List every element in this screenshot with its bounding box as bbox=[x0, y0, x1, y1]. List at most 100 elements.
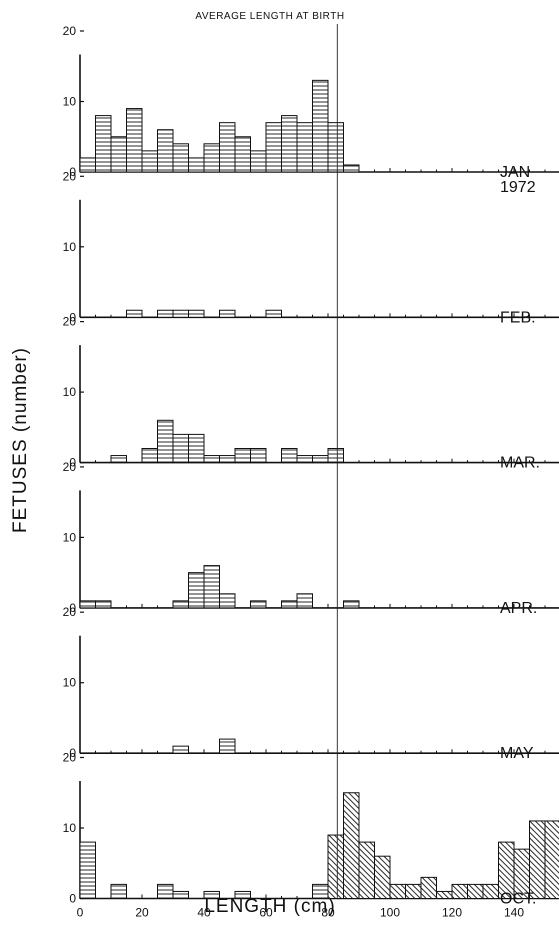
histogram-bar bbox=[327, 448, 344, 464]
x-tick-label: 0 bbox=[77, 906, 84, 920]
x-tick-label: 20 bbox=[135, 906, 149, 920]
histogram-bar bbox=[312, 455, 329, 464]
panel-may: 0 10 20 MAY bbox=[63, 605, 559, 762]
histogram-bar bbox=[467, 883, 484, 900]
histogram-bar bbox=[157, 129, 174, 173]
y-tick-label: 0 bbox=[69, 165, 76, 179]
histogram-bar bbox=[343, 164, 360, 173]
y-tick-label: 10 bbox=[63, 385, 77, 399]
y-tick-label: 0 bbox=[69, 746, 76, 760]
histogram-bar bbox=[219, 455, 236, 464]
histogram-bar bbox=[312, 79, 329, 173]
month-label: OCT. bbox=[500, 891, 536, 908]
histogram-bar bbox=[544, 820, 559, 900]
histogram-bar bbox=[358, 841, 375, 899]
histogram-bar bbox=[157, 883, 174, 900]
histogram-bar bbox=[95, 115, 112, 173]
histogram-bar bbox=[219, 593, 236, 609]
month-label: MAY bbox=[500, 745, 534, 762]
histogram-bar bbox=[389, 883, 406, 900]
histogram-bar bbox=[234, 890, 251, 900]
panel-feb: 0 10 20 FEB. bbox=[63, 169, 559, 326]
histogram-bar bbox=[172, 890, 189, 900]
y-tick-label: 10 bbox=[63, 676, 77, 690]
chart-title: AVERAGE LENGTH AT BIRTH bbox=[195, 11, 344, 22]
histogram-bar bbox=[265, 309, 282, 318]
histogram-bar bbox=[79, 600, 96, 609]
x-axis-title: LENGTH (cm) bbox=[204, 896, 335, 917]
histogram-bar bbox=[281, 600, 298, 609]
histogram-bar bbox=[203, 143, 220, 173]
histogram-bar bbox=[126, 108, 143, 173]
y-tick-label: 20 bbox=[63, 460, 77, 474]
histogram-bar bbox=[327, 834, 344, 899]
histogram-bar bbox=[234, 136, 251, 173]
y-tick-label: 0 bbox=[69, 601, 76, 615]
y-tick-label: 10 bbox=[63, 530, 77, 544]
histogram-bar bbox=[172, 745, 189, 754]
histogram-bar bbox=[188, 157, 205, 173]
y-tick-label: 20 bbox=[63, 24, 77, 38]
histogram-bar bbox=[250, 600, 267, 609]
histogram-bar bbox=[374, 855, 391, 900]
y-tick-label: 10 bbox=[63, 240, 77, 254]
panel-apr: 0 10 20 APR. bbox=[63, 460, 559, 617]
histogram-bar bbox=[327, 122, 344, 173]
y-tick-label: 10 bbox=[63, 95, 77, 109]
histogram-bar bbox=[250, 448, 267, 464]
histogram-bar bbox=[172, 143, 189, 173]
histogram-bar bbox=[296, 593, 313, 609]
histogram-bar bbox=[188, 309, 205, 318]
histogram-bar bbox=[110, 883, 127, 900]
y-tick-label: 20 bbox=[63, 605, 77, 619]
month-label: JAN bbox=[500, 164, 530, 181]
histogram-bar bbox=[110, 136, 127, 173]
histogram-bar bbox=[219, 738, 236, 754]
histogram-bar bbox=[343, 600, 360, 609]
histogram-bar bbox=[482, 883, 499, 900]
panel-oct: 0 10 20 OCT. bbox=[63, 751, 559, 908]
histogram-bar bbox=[172, 433, 189, 464]
y-tick-label: 0 bbox=[69, 310, 76, 324]
year-label: 1972 bbox=[500, 179, 536, 196]
histogram-bar bbox=[141, 150, 158, 173]
histogram-bar bbox=[250, 150, 267, 173]
x-axis-tick-labels: 020406080100120140160 bbox=[77, 906, 525, 920]
histogram-bar bbox=[203, 890, 220, 900]
month-label: FEB. bbox=[500, 309, 536, 326]
histogram-bar bbox=[234, 448, 251, 464]
y-tick-label: 20 bbox=[63, 169, 77, 183]
histogram-bar bbox=[157, 309, 174, 318]
x-tick-label: 140 bbox=[504, 906, 524, 920]
histogram-bar bbox=[188, 433, 205, 464]
histogram-bar bbox=[436, 890, 453, 900]
histogram-bar bbox=[219, 309, 236, 318]
y-tick-label: 0 bbox=[69, 456, 76, 470]
histogram-bar bbox=[203, 565, 220, 609]
histogram-bar bbox=[296, 455, 313, 464]
histogram-bar bbox=[188, 572, 205, 609]
histogram-bar bbox=[296, 122, 313, 173]
histogram-bar bbox=[420, 876, 437, 899]
histogram-bar bbox=[79, 157, 96, 173]
y-tick-label: 20 bbox=[63, 751, 77, 765]
y-tick-label: 20 bbox=[63, 315, 77, 329]
histogram-bar bbox=[172, 309, 189, 318]
histogram-bar bbox=[157, 419, 174, 464]
y-tick-label: 0 bbox=[69, 892, 76, 906]
panels-group: 01020JAN197201020FEB.01020MAR.01020APR.0… bbox=[63, 24, 559, 908]
histogram-bar bbox=[79, 841, 96, 899]
histogram-bar bbox=[95, 600, 112, 609]
x-tick-label: 100 bbox=[380, 906, 400, 920]
histogram-bar bbox=[529, 820, 546, 900]
y-tick-label: 10 bbox=[63, 821, 77, 835]
histogram-bar bbox=[405, 883, 422, 900]
x-tick-label: 60 bbox=[259, 906, 273, 920]
histogram-bar bbox=[281, 115, 298, 173]
panel-mar: 0 10 20 MAR. bbox=[63, 315, 559, 472]
histogram-bar bbox=[451, 883, 468, 900]
x-tick-label: 40 bbox=[197, 906, 211, 920]
month-label: MAR. bbox=[500, 455, 540, 472]
